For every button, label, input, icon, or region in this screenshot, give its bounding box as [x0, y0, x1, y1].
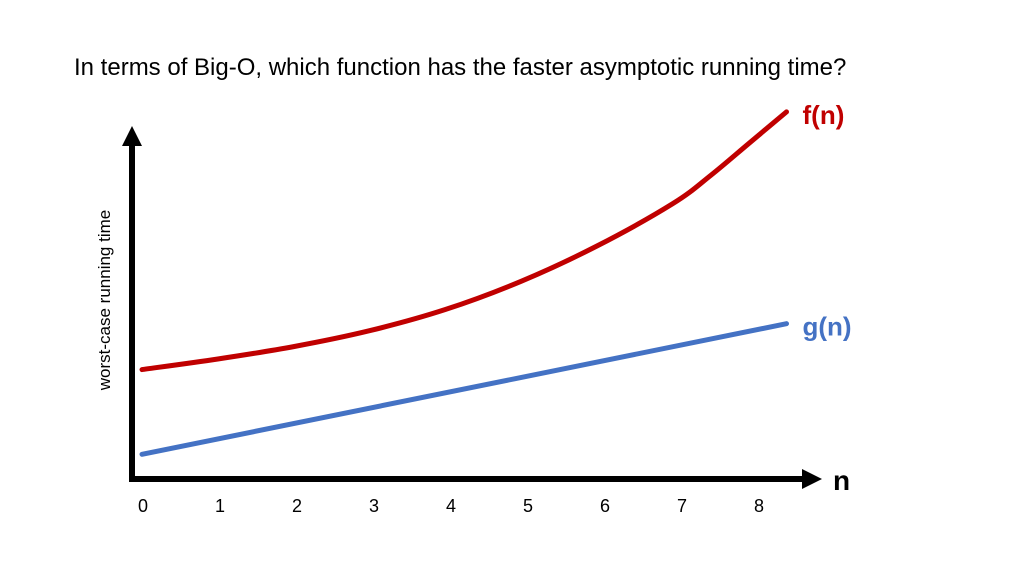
x-axis-label: n — [833, 465, 850, 496]
x-tick-label-6: 6 — [600, 496, 610, 516]
x-tick-label-3: 3 — [369, 496, 379, 516]
x-tick-label-8: 8 — [754, 496, 764, 516]
x-tick-labels: 0 1 2 3 4 5 6 7 8 — [138, 496, 764, 516]
x-tick-label-0: 0 — [138, 496, 148, 516]
series-labels: f(n) g(n) — [803, 100, 852, 342]
series-line-f — [139, 109, 789, 373]
y-axis-label: worst-case running time — [95, 210, 114, 391]
x-tick-label-2: 2 — [292, 496, 302, 516]
x-tick-label-4: 4 — [446, 496, 456, 516]
question-text: In terms of Big-O, which function has th… — [74, 54, 847, 81]
x-axis-arrowhead — [802, 469, 822, 489]
x-tick-label-5: 5 — [523, 496, 533, 516]
series-lines — [139, 109, 789, 457]
x-tick-label-1: 1 — [215, 496, 225, 516]
x-tick-label-7: 7 — [677, 496, 687, 516]
series-line-g — [139, 321, 789, 457]
series-label-g: g(n) — [803, 312, 852, 342]
y-axis-arrowhead — [122, 126, 142, 146]
series-label-f: f(n) — [803, 100, 845, 130]
